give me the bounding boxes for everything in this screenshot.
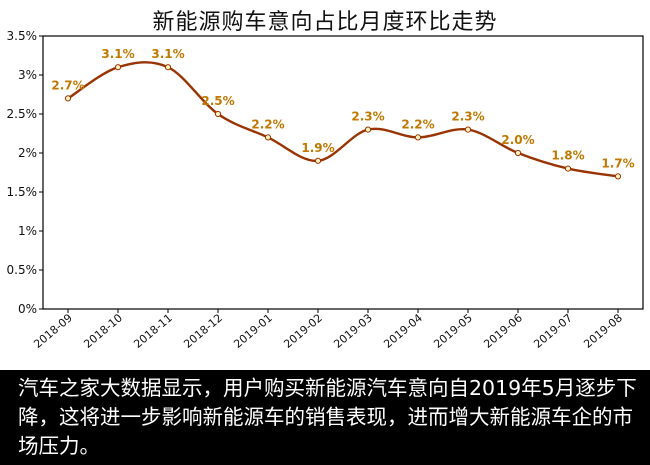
data-label: 2.0% xyxy=(501,133,534,147)
x-tick-label: 2018-09 xyxy=(31,311,75,351)
x-tick-label: 2018-10 xyxy=(81,311,125,351)
y-tick-label: 0.5% xyxy=(7,263,38,277)
x-tick-label: 2019-08 xyxy=(581,311,625,351)
data-point xyxy=(214,110,222,118)
x-tick-label: 2019-01 xyxy=(231,311,275,351)
x-tick-label: 2019-07 xyxy=(531,311,575,351)
y-tick-label: 2% xyxy=(18,146,37,160)
data-point xyxy=(464,126,472,133)
data-label: 1.9% xyxy=(301,141,334,155)
series-line xyxy=(67,61,619,178)
data-point xyxy=(164,64,172,71)
y-tick-label: 2.5% xyxy=(7,107,38,121)
data-point xyxy=(314,157,322,164)
y-tick-label: 1.5% xyxy=(7,185,38,199)
x-tick-label: 2019-03 xyxy=(331,311,375,351)
y-tick-label: 1% xyxy=(18,224,37,238)
data-point xyxy=(114,64,122,71)
caption-banner: 汽车之家大数据显示，用户购买新能源汽车意向自2019年5月逐步下降，这将进一步影… xyxy=(0,370,650,465)
x-tick-label: 2019-04 xyxy=(381,311,425,351)
x-tick-label: 2018-12 xyxy=(181,311,225,351)
x-tick-label: 2019-02 xyxy=(281,311,325,351)
chart-area: 新能源购车意向占比月度环比走势 0% 0.5% 1% 1.5% 2% 2.5% 3% 3.5%… xyxy=(7,10,644,351)
data-label: 1.7% xyxy=(601,156,634,170)
y-tick-label: 0% xyxy=(18,302,37,316)
data-label: 2.2% xyxy=(401,117,434,131)
y-tick-label: 3% xyxy=(18,68,37,82)
data-label: 3.1% xyxy=(151,47,184,61)
data-label: 2.7% xyxy=(51,78,84,92)
data-label: 2.5% xyxy=(201,94,234,108)
y-tick-label: 3.5% xyxy=(7,29,38,43)
data-point xyxy=(614,173,622,180)
data-label: 3.1% xyxy=(101,47,134,61)
data-point xyxy=(264,134,272,141)
data-label: 2.2% xyxy=(251,117,284,131)
data-point xyxy=(364,126,372,133)
chart-title: 新能源购车意向占比月度环比走势 xyxy=(152,10,498,35)
line-chart: 0%0.5%1%1.5%2%2.5%3%3.5%2018-09 2018-10 20… xyxy=(7,29,644,351)
x-tick-label: 2019-06 xyxy=(481,311,525,351)
data-point xyxy=(564,165,572,172)
x-tick-label: 2019-05 xyxy=(431,311,475,351)
caption-text: 汽车之家大数据显示，用户购买新能源汽车意向自2019年5月逐步下降，这将进一步影… xyxy=(18,376,637,458)
data-point xyxy=(514,149,522,157)
x-tick-label: 2018-11 xyxy=(131,311,175,351)
data-label: 1.8% xyxy=(551,149,584,163)
data-point xyxy=(414,134,422,141)
plot-frame xyxy=(42,35,644,310)
data-label: 2.3% xyxy=(351,110,384,124)
data-label: 2.3% xyxy=(451,110,484,124)
data-point xyxy=(64,95,72,102)
